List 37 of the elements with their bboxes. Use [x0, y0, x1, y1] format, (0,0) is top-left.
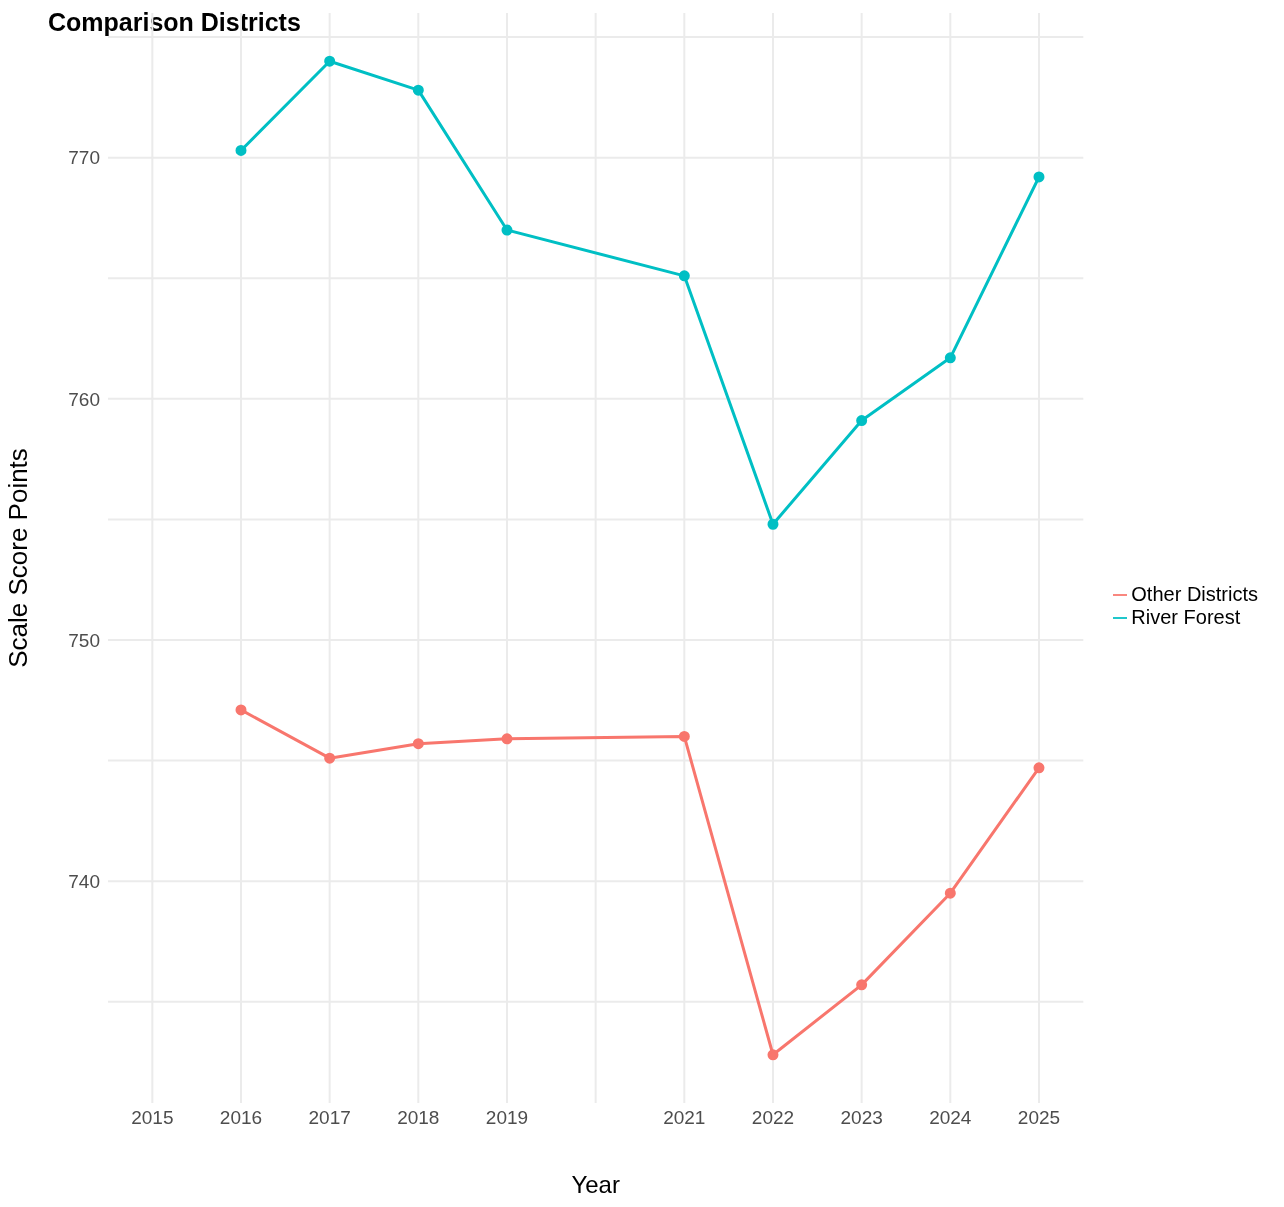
point [324, 752, 336, 764]
point [944, 352, 956, 364]
point [501, 224, 513, 236]
legend-label: River Forest [1131, 605, 1241, 628]
x-tick-label: 2025 [1017, 1107, 1061, 1129]
y-tick-label: 770 [68, 147, 100, 169]
point [501, 733, 513, 745]
y-tick-label: 760 [68, 388, 100, 410]
legend-label: Other Districts [1131, 582, 1258, 605]
point [412, 84, 424, 96]
point [767, 518, 779, 530]
x-tick-label: 2021 [663, 1107, 706, 1129]
y-tick-label: 740 [68, 870, 100, 892]
point [235, 144, 247, 156]
x-tick-label: 2022 [751, 1107, 795, 1129]
point [324, 55, 336, 67]
x-axis-title: Year [571, 1171, 620, 1198]
point [412, 738, 424, 750]
point [944, 887, 956, 899]
point [856, 415, 868, 427]
chart-title: Comparison Districts [48, 8, 301, 37]
point [856, 979, 868, 991]
point [678, 730, 690, 742]
y-tick-label: 750 [68, 629, 100, 651]
x-tick-label: 2015 [131, 1107, 174, 1129]
x-tick-label: 2016 [219, 1107, 263, 1129]
point [767, 1049, 779, 1061]
point [235, 704, 247, 716]
point [1033, 171, 1045, 183]
y-axis-title: Scale Score Points [3, 448, 34, 668]
x-tick-label: 2017 [308, 1107, 351, 1129]
point [678, 270, 690, 282]
x-tick-label: 2024 [929, 1107, 972, 1129]
point [1033, 762, 1045, 774]
x-tick-label: 2018 [397, 1107, 440, 1129]
x-tick-label: 2019 [485, 1107, 529, 1129]
x-tick-label: 2023 [840, 1107, 883, 1129]
